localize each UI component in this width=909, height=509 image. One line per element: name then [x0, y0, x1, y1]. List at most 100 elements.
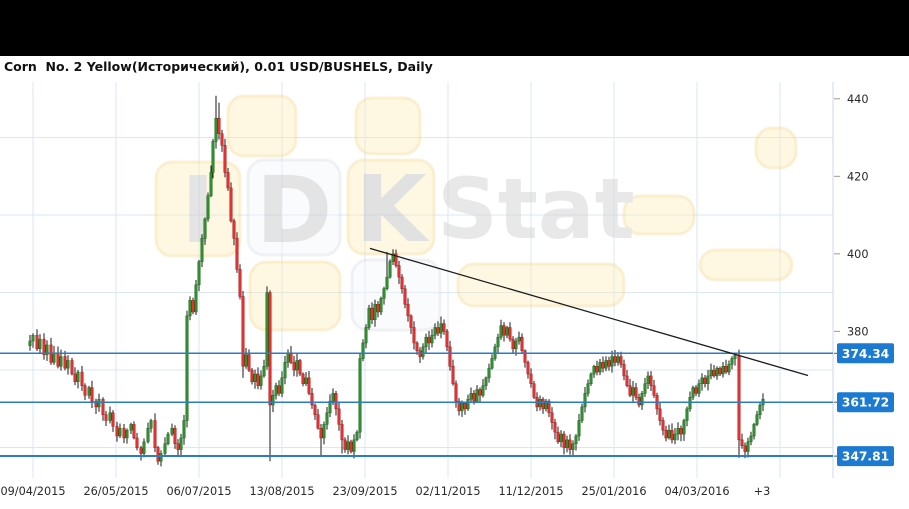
candle-body: [532, 383, 536, 398]
candle-body: [490, 358, 494, 369]
candle-body: [56, 352, 60, 367]
candle-body: [463, 402, 467, 410]
candle-body: [101, 398, 105, 415]
candle-body: [737, 355, 741, 441]
candle-body: [421, 346, 425, 357]
candle-body: [628, 385, 632, 396]
watermark-tile: [754, 126, 798, 170]
candle-body: [466, 398, 470, 410]
candle-body: [550, 412, 554, 423]
candle-body: [562, 433, 566, 448]
candle-body: [334, 393, 338, 410]
candle-body: [424, 336, 428, 348]
candle-body: [304, 377, 308, 384]
candle-body: [547, 400, 551, 414]
candle-body: [746, 441, 750, 452]
candle-body: [166, 433, 170, 445]
candle-body: [589, 373, 593, 384]
candle-body: [571, 443, 575, 450]
candle-body: [724, 365, 728, 373]
candle-body: [487, 367, 491, 379]
candle-body: [80, 371, 84, 386]
candle-body: [478, 389, 482, 396]
candle-body: [340, 424, 344, 441]
candle-body: [403, 288, 407, 305]
candle-body: [211, 141, 215, 173]
candle-body: [691, 387, 695, 398]
candle-body: [250, 369, 254, 382]
watermark: I D K Stat: [154, 94, 798, 332]
candle-body: [712, 369, 716, 377]
candle-body: [156, 447, 160, 462]
candle-body: [583, 393, 587, 408]
watermark-tile: [354, 96, 422, 156]
candle-body: [607, 360, 611, 367]
candle-body: [328, 400, 332, 414]
candle-body: [376, 303, 380, 313]
candle-body: [526, 362, 530, 375]
candle-body: [370, 307, 374, 320]
candle-body: [209, 172, 213, 196]
candle-body: [301, 373, 305, 384]
candle-body: [364, 327, 368, 344]
x-axis-label: 06/07/2015: [166, 485, 231, 498]
candle-body: [733, 355, 737, 359]
candle-body: [634, 387, 638, 398]
price-badge-label: 374.34: [842, 347, 889, 361]
candle-body: [676, 428, 680, 435]
candle-body: [194, 284, 198, 313]
candle-body: [262, 365, 266, 377]
candle-body: [496, 336, 500, 348]
candle-body: [241, 296, 245, 367]
candle-body: [752, 424, 756, 437]
candle-body: [541, 398, 545, 410]
candle-body: [132, 424, 136, 439]
x-axis-label: 04/03/2016: [664, 485, 729, 498]
candle-body: [397, 265, 401, 278]
candle-body: [259, 375, 263, 386]
candle-body: [718, 367, 722, 375]
candle-body: [658, 408, 662, 421]
watermark-tile: [154, 160, 242, 258]
candle-body: [460, 402, 464, 412]
candle-body: [146, 428, 150, 443]
candle-body: [514, 340, 518, 350]
candle-body: [367, 307, 371, 328]
candle-body: [598, 362, 602, 373]
candle-body: [292, 362, 296, 371]
candle-body: [316, 414, 320, 429]
candle-body: [83, 385, 87, 396]
candle-body: [379, 298, 383, 313]
candle-body: [601, 362, 605, 369]
candle-body: [616, 356, 620, 363]
candle-body: [661, 420, 665, 431]
candle-body: [319, 428, 323, 439]
candle-body: [559, 433, 563, 443]
candle-body: [499, 325, 503, 338]
candle-body: [220, 133, 224, 146]
candle-body: [670, 429, 674, 441]
candle-body: [721, 365, 725, 375]
candle-body: [640, 393, 644, 406]
y-axis-label: 400: [847, 248, 869, 261]
candle-body: [373, 303, 377, 320]
candle-body: [298, 360, 302, 375]
candle-body: [574, 435, 578, 445]
candle-body: [42, 338, 46, 355]
candle-body: [203, 218, 207, 239]
candle-body: [358, 358, 362, 433]
candle-body: [38, 338, 42, 350]
candle-body: [331, 393, 335, 402]
candle-body: [502, 325, 506, 336]
candle-body: [667, 429, 671, 439]
candle-body: [556, 431, 560, 443]
watermark-letter-k: K: [355, 156, 430, 263]
x-axis-overflow-label: +3: [754, 485, 771, 498]
candle-body: [223, 145, 227, 173]
candle-body: [179, 437, 183, 450]
candle-body: [673, 433, 677, 441]
x-axis-label: 13/08/2015: [249, 485, 314, 498]
candle-body: [586, 383, 590, 394]
